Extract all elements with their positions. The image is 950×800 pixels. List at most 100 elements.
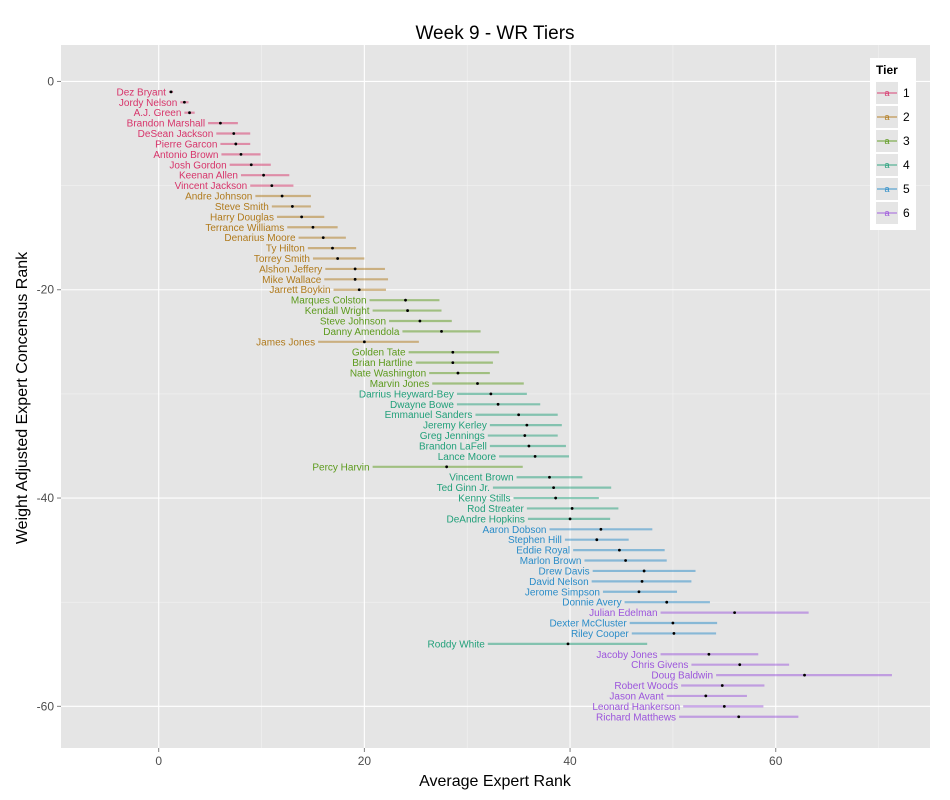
player-label: Emmanuel Sanders	[385, 410, 473, 421]
player-label: Jarrett Boykin	[269, 285, 330, 296]
player-label: Keenan Allen	[179, 171, 238, 182]
legend-key-glyph: a	[884, 208, 889, 218]
x-axis-ticks: 0 20 40 60	[155, 748, 783, 768]
player-label: Kendall Wright	[305, 306, 370, 317]
player-label: Jerome Simpson	[525, 587, 600, 598]
x-axis-title: Average Expert Rank	[419, 773, 572, 790]
player-label: Dexter McCluster	[549, 619, 627, 630]
data-points	[169, 90, 806, 719]
y-axis-title: Weight Adjusted Expert Concensus Rank	[14, 251, 31, 544]
rank-point	[707, 652, 711, 656]
y-axis-ticks: 0 -20 -40 -60	[37, 74, 61, 713]
rank-point	[262, 173, 265, 177]
player-label: Jacoby Jones	[596, 650, 657, 661]
rank-point	[496, 402, 500, 406]
x-tick-label: 60	[769, 754, 783, 768]
rank-point	[671, 621, 675, 625]
rank-point	[249, 163, 253, 167]
rank-point	[234, 142, 238, 146]
player-label: DeAndre Hopkins	[447, 514, 525, 525]
rank-point	[672, 632, 676, 635]
legend-key-glyph: a	[884, 160, 889, 170]
legend-label: 6	[903, 206, 910, 220]
player-label: Roddy White	[428, 639, 486, 650]
rank-point	[640, 579, 644, 583]
rank-point	[456, 371, 460, 375]
player-label: Jeremy Kerley	[423, 421, 487, 432]
player-label: Steve Johnson	[320, 316, 386, 327]
player-label: Andre Johnson	[185, 192, 252, 203]
rank-point	[624, 559, 627, 562]
player-label: Donnie Avery	[562, 598, 621, 609]
rank-point	[489, 392, 493, 396]
legend-key-glyph: a	[884, 184, 889, 194]
legend-key-glyph: a	[884, 88, 889, 98]
rank-point	[803, 673, 806, 677]
player-label: Darrius Heyward-Bey	[359, 389, 454, 400]
rank-point	[404, 298, 407, 302]
player-label: Josh Gordon	[169, 160, 226, 171]
rank-point	[523, 434, 527, 437]
rank-point	[219, 121, 222, 125]
player-label: Kenny Stills	[458, 494, 510, 505]
y-tick-label: 0	[47, 74, 54, 88]
rank-point	[595, 538, 599, 542]
rank-point	[637, 590, 641, 594]
rank-point	[554, 496, 558, 500]
rank-point	[270, 184, 274, 188]
player-label: Antonio Brown	[153, 150, 218, 161]
player-label: Marques Colston	[291, 296, 367, 307]
player-label: Leonard Hankerson	[592, 702, 680, 713]
player-label: Jason Avant	[609, 691, 664, 702]
rank-point	[548, 475, 551, 479]
player-label: Jordy Nelson	[119, 98, 177, 109]
player-label: Greg Jennings	[420, 431, 485, 442]
rank-point	[665, 600, 669, 604]
player-label: Brandon Marshall	[127, 119, 205, 130]
rank-point	[183, 100, 186, 104]
player-label: Brian Hartline	[352, 358, 413, 369]
player-label: Alshon Jeffery	[259, 264, 322, 275]
rank-point	[533, 454, 537, 458]
player-label: Danny Amendola	[323, 327, 400, 338]
rank-point	[169, 90, 173, 94]
y-tick-label: -20	[37, 283, 55, 297]
rank-point	[618, 548, 621, 552]
rank-point	[290, 205, 294, 208]
player-label: Doug Baldwin	[651, 671, 713, 682]
player-label: A.J. Green	[134, 108, 182, 119]
player-label: Torrey Smith	[254, 254, 310, 265]
player-label: David Nelson	[529, 577, 588, 588]
player-label: Brandon LaFell	[419, 441, 487, 452]
rank-point	[311, 225, 315, 229]
rank-point	[336, 257, 340, 260]
player-label: Dwayne Bowe	[390, 400, 454, 411]
player-label: DeSean Jackson	[138, 129, 214, 140]
rank-point	[527, 444, 531, 448]
rank-point	[568, 517, 572, 521]
rank-point	[525, 423, 529, 427]
legend-key-glyph: a	[884, 112, 889, 122]
rank-point	[722, 704, 726, 708]
rank-point	[517, 413, 521, 417]
player-label: Denarius Moore	[224, 233, 296, 244]
player-label: Mike Wallace	[262, 275, 322, 286]
player-label: Golden Tate	[352, 348, 406, 359]
player-label: Marvin Jones	[370, 379, 429, 390]
grid-major	[61, 45, 930, 748]
legend-label: 3	[903, 134, 910, 148]
rank-point	[704, 694, 708, 698]
rank-point	[738, 663, 742, 667]
rank-point	[280, 194, 284, 198]
player-label: Chris Givens	[631, 660, 688, 671]
rank-point	[570, 507, 574, 510]
rank-point	[406, 309, 409, 312]
rank-point	[362, 340, 366, 344]
player-label: Steve Smith	[215, 202, 269, 213]
rank-point	[331, 246, 334, 250]
player-label: Harry Douglas	[210, 212, 274, 223]
x-tick-label: 0	[155, 754, 162, 768]
player-label: Vincent Jackson	[175, 181, 248, 192]
player-label: Terrance Williams	[205, 223, 284, 234]
legend-label: 4	[903, 158, 910, 172]
